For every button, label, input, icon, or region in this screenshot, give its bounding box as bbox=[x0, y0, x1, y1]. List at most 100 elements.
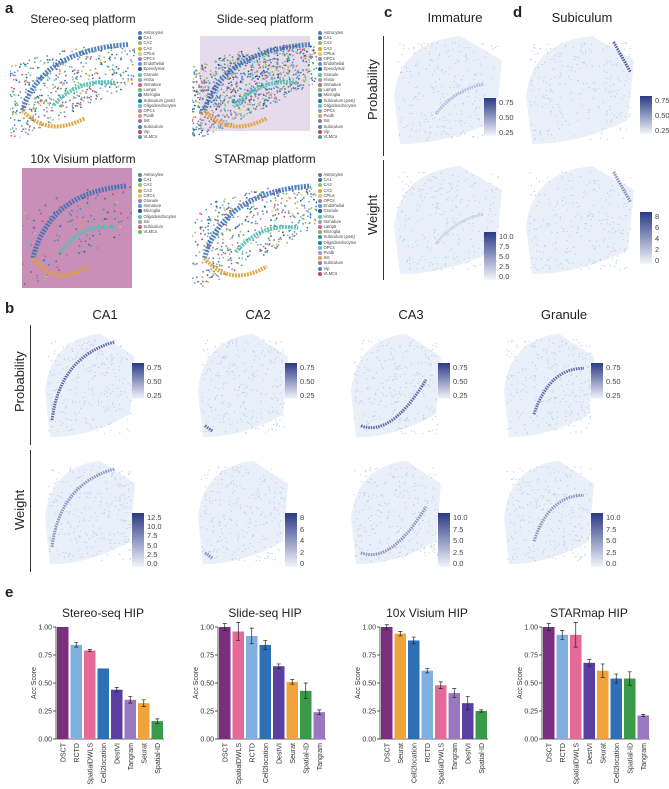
cell-spot bbox=[244, 101, 247, 104]
cell-spot bbox=[75, 222, 78, 225]
spot bbox=[396, 525, 398, 527]
spot bbox=[617, 89, 619, 91]
spot bbox=[431, 118, 433, 120]
cell-spot bbox=[249, 73, 252, 75]
spot bbox=[79, 476, 82, 478]
spot bbox=[628, 56, 630, 58]
spot bbox=[213, 351, 215, 353]
cell-spot bbox=[73, 69, 76, 72]
spot bbox=[460, 133, 462, 135]
panel-label-a: a bbox=[5, 0, 14, 17]
spot bbox=[391, 348, 393, 350]
spot bbox=[374, 415, 376, 417]
spot bbox=[409, 256, 411, 259]
cell-spot bbox=[311, 83, 314, 86]
cell-spot bbox=[78, 56, 81, 59]
cell-spot bbox=[252, 107, 255, 110]
spot bbox=[394, 547, 396, 549]
spot bbox=[481, 43, 483, 45]
spot bbox=[401, 367, 403, 370]
cell-spot bbox=[297, 212, 299, 215]
cell-spot bbox=[231, 236, 233, 239]
spot bbox=[224, 470, 226, 472]
cell-spot bbox=[291, 235, 294, 238]
legend-label: Microglia bbox=[323, 229, 341, 235]
cell-spot bbox=[266, 243, 269, 246]
spot bbox=[223, 383, 225, 385]
cell-spot bbox=[285, 192, 288, 195]
spot bbox=[433, 69, 436, 71]
spot bbox=[68, 533, 70, 535]
cell-spot bbox=[43, 259, 45, 262]
cell-spot bbox=[99, 59, 102, 61]
legend-label: Vip bbox=[143, 128, 150, 134]
spot bbox=[81, 347, 83, 349]
colorbar-tick: 0.50 bbox=[453, 377, 468, 386]
cell-spot bbox=[315, 55, 317, 58]
spot bbox=[617, 194, 619, 196]
spot bbox=[411, 104, 413, 106]
spot bbox=[283, 506, 285, 508]
spot bbox=[396, 376, 398, 378]
spot bbox=[622, 239, 624, 241]
spot bbox=[628, 208, 631, 210]
spot bbox=[228, 418, 230, 420]
spot bbox=[117, 395, 120, 397]
cell-spot bbox=[274, 197, 277, 199]
cell-spot bbox=[222, 257, 225, 259]
spot bbox=[98, 401, 100, 404]
spot bbox=[250, 505, 253, 508]
cell-spot bbox=[288, 212, 290, 214]
spot bbox=[206, 478, 208, 480]
cell-spot bbox=[64, 101, 67, 103]
cell-spot bbox=[204, 116, 206, 119]
spot bbox=[444, 127, 446, 129]
spot bbox=[62, 422, 64, 424]
cell-spot bbox=[310, 57, 312, 59]
cell-spot bbox=[202, 135, 204, 137]
spot bbox=[549, 223, 551, 225]
spot bbox=[243, 488, 245, 490]
cell-spot bbox=[131, 63, 134, 66]
colorbar-tick: 0.25 bbox=[147, 391, 162, 400]
spot bbox=[106, 487, 108, 490]
spot bbox=[222, 357, 224, 359]
spot bbox=[423, 184, 425, 186]
cell-spot bbox=[232, 62, 235, 65]
cell-spot bbox=[275, 68, 278, 71]
cell-spot bbox=[243, 114, 246, 117]
cell-spot bbox=[197, 96, 199, 99]
legend-swatch bbox=[318, 219, 322, 224]
cell-spot bbox=[233, 95, 236, 97]
spot bbox=[379, 418, 381, 420]
legend-swatch bbox=[318, 188, 322, 193]
spot bbox=[75, 393, 77, 395]
spot bbox=[225, 382, 227, 384]
cell-spot bbox=[249, 103, 251, 106]
cell-spot bbox=[285, 72, 288, 74]
cell-spot bbox=[300, 56, 303, 59]
cell-spot bbox=[308, 70, 310, 73]
immature-probability-map bbox=[394, 36, 502, 144]
spot bbox=[243, 413, 245, 415]
spot bbox=[374, 392, 376, 394]
spot bbox=[414, 385, 416, 387]
cell-spot bbox=[261, 210, 264, 212]
spot bbox=[445, 99, 447, 101]
spot bbox=[203, 374, 205, 376]
legend-entry: Pvalb bbox=[318, 250, 356, 255]
spot bbox=[463, 180, 465, 182]
cell-spot bbox=[247, 220, 250, 223]
legend-swatch bbox=[138, 98, 142, 103]
cell-spot bbox=[253, 103, 256, 106]
spot bbox=[424, 259, 426, 261]
cell-spot bbox=[37, 102, 40, 105]
cell-spot bbox=[203, 80, 205, 83]
spot bbox=[276, 343, 278, 345]
spot bbox=[415, 374, 417, 376]
spot bbox=[562, 177, 564, 179]
cell-spot bbox=[27, 71, 30, 74]
spot bbox=[243, 388, 245, 390]
spot bbox=[392, 358, 394, 360]
cell-spot bbox=[193, 80, 196, 83]
